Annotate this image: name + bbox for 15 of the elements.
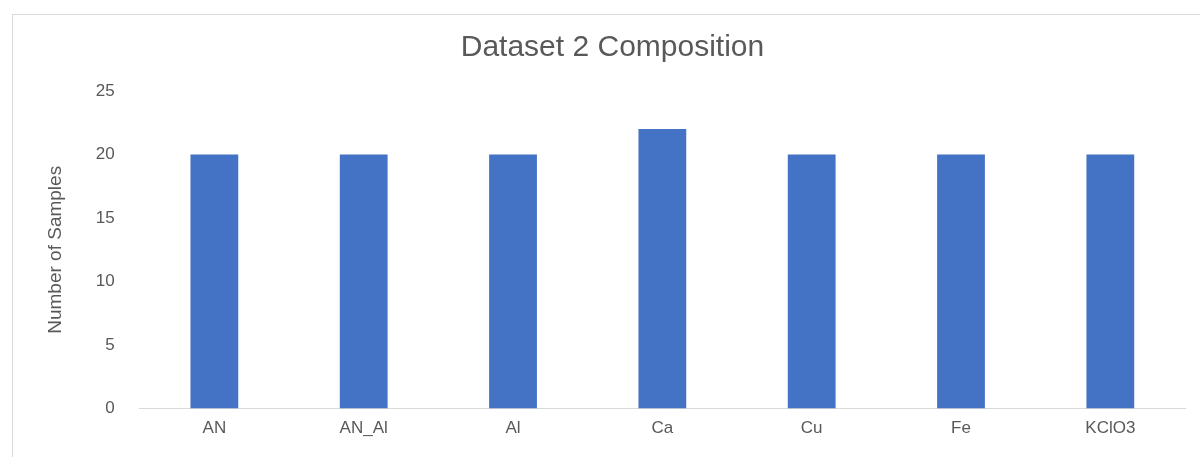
y-axis-title: Number of Samples — [43, 165, 65, 334]
y-tick-label: 0 — [105, 398, 115, 418]
x-tick-label: KClO3 — [1085, 418, 1136, 438]
y-tick-label: 5 — [105, 334, 115, 354]
x-tick-label: AN_Al — [339, 418, 388, 438]
y-tick-label: 20 — [95, 144, 115, 164]
y-tick-label: 10 — [95, 271, 115, 291]
y-tick-label: 25 — [95, 80, 115, 100]
x-tick-label: Fe — [951, 418, 971, 438]
x-tick-label: Al — [505, 418, 521, 438]
y-tick-label: 15 — [95, 207, 115, 227]
x-tick-label: AN — [202, 418, 227, 438]
x-tick-label: Cu — [800, 418, 823, 438]
chart-title: Dataset 2 Composition — [460, 29, 765, 63]
x-tick-label: Ca — [651, 418, 674, 438]
